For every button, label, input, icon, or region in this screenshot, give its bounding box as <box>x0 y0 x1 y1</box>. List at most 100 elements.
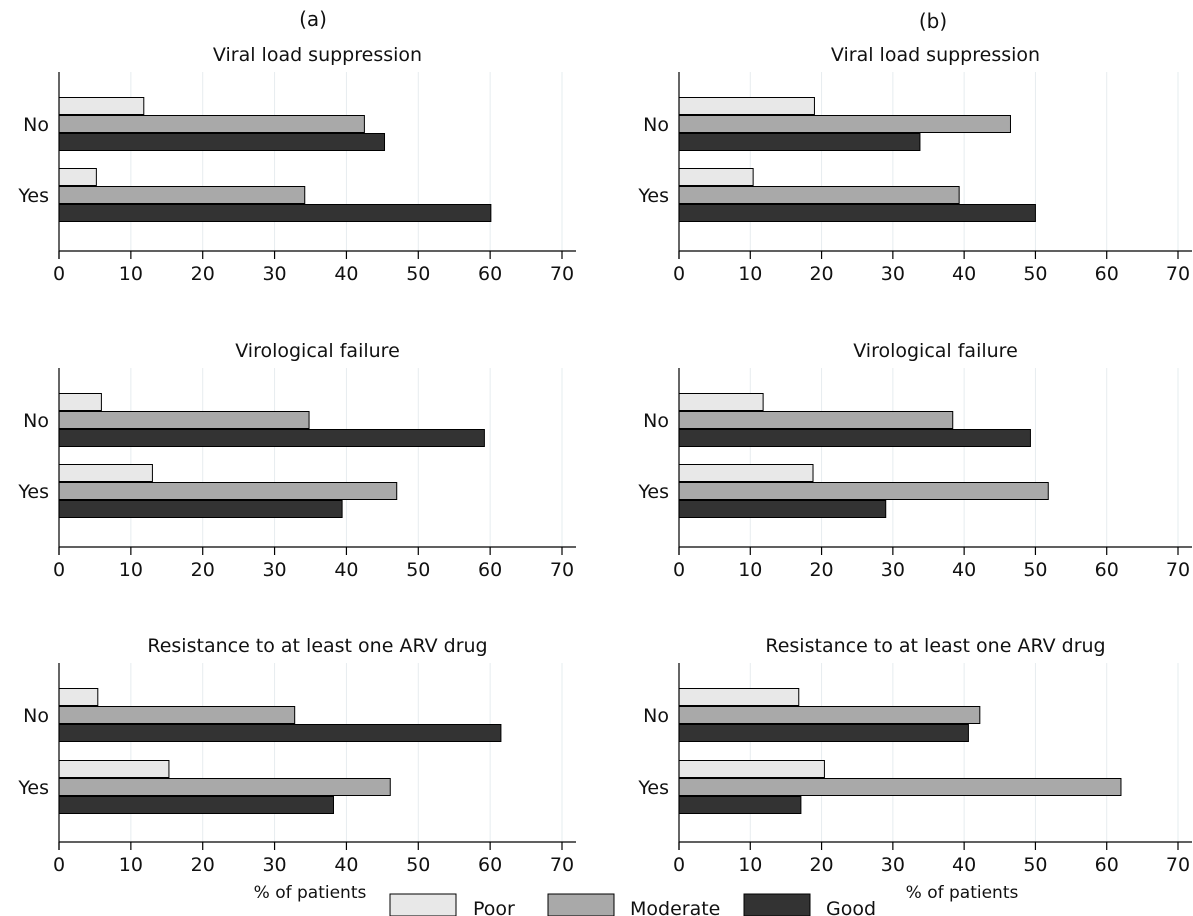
x-tick-label: 70 <box>550 263 574 285</box>
category-label: No <box>23 705 49 727</box>
bar-moderate-yes <box>58 482 398 500</box>
x-tick-label: 20 <box>809 559 833 581</box>
bar-good-no <box>678 133 921 151</box>
x-tick-label: 20 <box>809 854 833 876</box>
x-tick-label: 50 <box>406 263 430 285</box>
category-label: Yes <box>637 481 669 503</box>
bar-good-no <box>58 429 485 447</box>
x-tick-label: 30 <box>262 854 286 876</box>
x-tick-label: 10 <box>738 263 762 285</box>
chart-title: Virological failure <box>235 340 400 362</box>
bar-moderate-no <box>678 115 1011 133</box>
x-tick-label: 50 <box>406 854 430 876</box>
x-tick-label: 30 <box>881 854 905 876</box>
category-label: No <box>643 705 669 727</box>
category-label: No <box>23 410 49 432</box>
x-tick-label: 30 <box>881 559 905 581</box>
bar-poor-no <box>678 393 764 411</box>
column-label-a: (a) <box>299 7 327 31</box>
x-tick-label: 10 <box>119 263 143 285</box>
category-label: No <box>643 114 669 136</box>
x-tick-label: 70 <box>550 854 574 876</box>
bar-good-no <box>678 724 969 742</box>
x-tick-label: 0 <box>673 559 685 581</box>
chart-panel: Virological failure No Yes 0 10 20 30 40 50 60 70 <box>637 340 1192 581</box>
x-axis-title-a: % of patients <box>254 883 367 903</box>
legend-label-poor: Poor <box>473 898 515 916</box>
legend: Poor Moderate Good <box>389 893 876 916</box>
x-tick-label: 60 <box>1095 854 1119 876</box>
x-tick-label: 40 <box>334 854 358 876</box>
bar-moderate-no <box>58 411 310 429</box>
bar-good-yes <box>678 204 1036 222</box>
x-tick-label: 50 <box>1023 559 1047 581</box>
x-tick-label: 0 <box>53 854 65 876</box>
bar-good-yes <box>58 796 334 814</box>
legend-label-moderate: Moderate <box>630 898 720 916</box>
chart-title: Virological failure <box>853 340 1018 362</box>
category-label: No <box>643 410 669 432</box>
bar-moderate-yes <box>678 186 960 204</box>
x-tick-label: 20 <box>809 263 833 285</box>
x-tick-label: 20 <box>191 854 215 876</box>
x-tick-label: 10 <box>119 854 143 876</box>
chart-panel: Virological failure No Yes 0 10 20 30 40 50 60 70 <box>17 340 576 581</box>
chart-title: Viral load suppression <box>213 44 422 66</box>
x-tick-label: 20 <box>191 263 215 285</box>
category-label: Yes <box>637 777 669 799</box>
chart-panel: Resistance to at least one ARV drug No Yes… <box>17 635 576 876</box>
category-label: Yes <box>17 481 49 503</box>
category-label: Yes <box>17 185 49 207</box>
x-tick-label: 70 <box>550 559 574 581</box>
x-tick-label: 50 <box>406 559 430 581</box>
x-tick-label: 60 <box>478 854 502 876</box>
x-tick-label: 40 <box>334 559 358 581</box>
x-tick-label: 50 <box>1023 263 1047 285</box>
bar-poor-yes <box>58 760 170 778</box>
x-tick-label: 0 <box>673 263 685 285</box>
category-label: Yes <box>17 777 49 799</box>
bar-poor-yes <box>58 464 153 482</box>
bar-moderate-no <box>58 115 365 133</box>
x-tick-label: 70 <box>1166 263 1190 285</box>
bar-poor-yes <box>678 168 754 186</box>
x-tick-label: 20 <box>191 559 215 581</box>
x-tick-label: 70 <box>1166 854 1190 876</box>
bar-moderate-no <box>678 411 954 429</box>
x-tick-label: 60 <box>1095 263 1119 285</box>
x-tick-label: 40 <box>952 854 976 876</box>
bar-moderate-no <box>58 706 296 724</box>
x-tick-label: 30 <box>262 263 286 285</box>
x-tick-label: 10 <box>738 854 762 876</box>
x-tick-label: 0 <box>673 854 685 876</box>
chart-panel: Viral load suppression No Yes 0 10 20 30 40 50 60… <box>17 44 576 285</box>
chart-panel: Resistance to at least one ARV drug No Yes… <box>637 635 1192 876</box>
chart-panel: Viral load suppression No Yes 0 10 20 30 40 50 60… <box>637 44 1192 285</box>
bar-moderate-yes <box>678 778 1122 796</box>
x-tick-label: 30 <box>262 559 286 581</box>
x-tick-label: 60 <box>1095 559 1119 581</box>
x-axis-title-b: % of patients <box>906 883 1019 903</box>
bar-poor-yes <box>678 464 814 482</box>
x-tick-label: 60 <box>478 263 502 285</box>
bar-good-no <box>678 429 1031 447</box>
x-tick-label: 10 <box>119 559 143 581</box>
legend-swatch-good <box>743 893 811 916</box>
bar-poor-no <box>58 688 99 706</box>
bar-good-yes <box>678 500 887 518</box>
bar-poor-no <box>58 393 102 411</box>
x-tick-label: 40 <box>334 263 358 285</box>
bar-good-no <box>58 724 502 742</box>
bar-moderate-no <box>678 706 981 724</box>
x-tick-label: 10 <box>738 559 762 581</box>
chart-title: Resistance to at least one ARV drug <box>147 635 487 657</box>
legend-swatch-moderate <box>547 893 615 916</box>
x-tick-label: 40 <box>952 559 976 581</box>
legend-label-good: Good <box>826 898 876 916</box>
x-tick-label: 60 <box>478 559 502 581</box>
category-label: Yes <box>637 185 669 207</box>
chart-panels: Viral load suppression No Yes 0 10 20 30 40 50 60… <box>17 44 1192 876</box>
bar-good-yes <box>58 204 492 222</box>
legend-swatch-poor <box>389 893 457 916</box>
